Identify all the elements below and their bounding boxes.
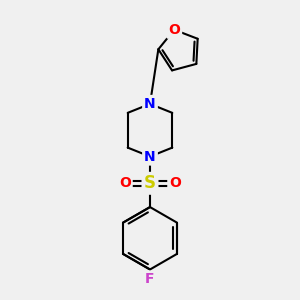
Text: O: O (119, 176, 131, 190)
Text: O: O (169, 176, 181, 190)
Text: O: O (168, 23, 180, 37)
Text: F: F (145, 272, 155, 286)
Text: N: N (144, 149, 156, 164)
Text: N: N (144, 97, 156, 111)
Text: S: S (144, 174, 156, 192)
